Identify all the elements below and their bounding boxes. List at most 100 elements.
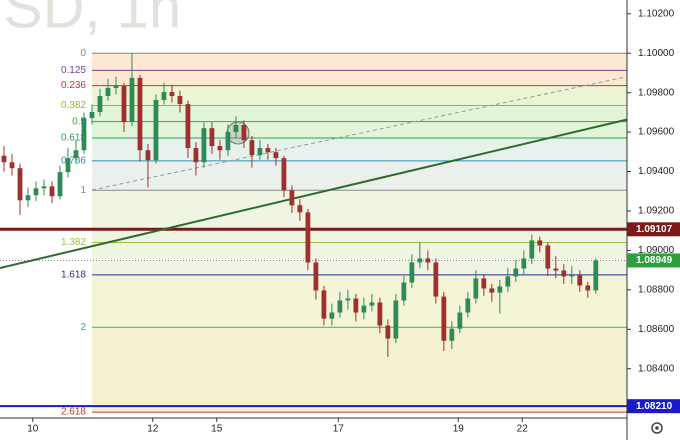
candle-body — [137, 77, 143, 151]
fib-label: 0.618 — [61, 133, 86, 144]
candle-body — [569, 275, 575, 277]
fib-label: 1.382 — [61, 237, 86, 248]
candle-body — [161, 92, 167, 100]
fib-label: 1.618 — [61, 269, 86, 280]
fib-label: 0.125 — [61, 65, 86, 76]
candle-body — [97, 96, 103, 112]
candle-body — [257, 148, 263, 156]
y-tick-label: 1.09000 — [638, 245, 675, 256]
y-tick-label: 1.09400 — [638, 166, 675, 177]
fib-zone — [92, 327, 627, 413]
gear-icon-center — [655, 426, 659, 430]
y-tick-label: 1.10200 — [638, 8, 675, 19]
gear-icon — [651, 422, 663, 434]
watermark: USD, 1h — [0, 0, 181, 40]
y-tick-label: 1.08600 — [638, 324, 675, 335]
candle-body — [265, 148, 271, 153]
candle-body — [585, 285, 591, 291]
candle-body — [105, 87, 111, 97]
candle-body — [329, 312, 335, 319]
fib-zone — [92, 121, 627, 139]
x-tick-label: 22 — [517, 424, 529, 435]
y-tick-label: 1.08800 — [638, 284, 675, 295]
candle-body — [441, 296, 447, 341]
candle-body — [505, 276, 511, 287]
candle-body — [481, 278, 487, 289]
candle-body — [489, 288, 495, 293]
candle-body — [297, 205, 303, 213]
candle-body — [145, 150, 151, 161]
candle-body — [273, 152, 279, 159]
fib-zone — [92, 105, 627, 122]
price-box — [627, 222, 680, 237]
trend-line — [0, 106, 680, 269]
fib-label: 0 — [80, 48, 86, 59]
candle-body — [497, 286, 503, 293]
fib-label: 2 — [80, 322, 86, 333]
candle-body — [593, 260, 599, 291]
candle-body — [289, 190, 295, 206]
candle-body — [393, 300, 399, 339]
candle-body — [41, 186, 47, 189]
candle-body — [241, 125, 247, 141]
candle-body — [57, 172, 63, 197]
candle-body — [561, 270, 567, 277]
candle-body — [529, 240, 535, 259]
price-box-label: 1.08210 — [636, 401, 673, 412]
candle-body — [217, 146, 223, 151]
candle-body — [129, 77, 135, 123]
candle-body — [361, 305, 367, 313]
fib-zone — [92, 242, 627, 275]
candle-body — [457, 312, 463, 329]
candle-body — [305, 212, 311, 263]
fib-label: 1 — [80, 185, 86, 196]
candle-body — [201, 128, 207, 163]
candle-body — [449, 328, 455, 341]
candle-body — [25, 195, 31, 201]
candle-body — [9, 162, 15, 169]
y-tick-label: 1.08400 — [638, 363, 675, 374]
candle-body — [417, 258, 423, 263]
settings-button[interactable] — [651, 422, 663, 434]
x-tick-label: 15 — [211, 424, 223, 435]
x-tick-label: 19 — [453, 424, 465, 435]
candle-body — [177, 96, 183, 105]
y-tick-label: 1.10000 — [638, 48, 675, 59]
candle-body — [537, 240, 543, 246]
candle-body — [321, 290, 327, 319]
fib-zone — [92, 160, 627, 191]
candle-body — [185, 104, 191, 149]
fib-label: 0.786 — [61, 156, 86, 167]
candle-body — [465, 298, 471, 313]
fib-label: 0.236 — [61, 80, 86, 91]
candle-body — [545, 245, 551, 269]
candle-body — [473, 278, 479, 299]
candle-body — [425, 258, 431, 263]
candle-body — [553, 268, 559, 271]
fib-zone — [92, 190, 627, 243]
candle-body — [337, 300, 343, 313]
candle-body — [345, 298, 351, 301]
candle-body — [281, 158, 287, 191]
fib-label: 0.5 — [72, 116, 86, 127]
fib-zone — [92, 70, 627, 86]
candle-body — [513, 268, 519, 277]
fib-zone — [92, 274, 627, 328]
candle-body — [353, 298, 359, 313]
price-box-label: 1.08949 — [636, 255, 673, 266]
time-axis — [0, 418, 627, 440]
candle-body — [401, 282, 407, 301]
candle-body — [577, 275, 583, 286]
candle-body — [49, 186, 55, 197]
candle-body — [233, 125, 239, 133]
candle-body — [89, 111, 95, 119]
y-tick-label: 1.09600 — [638, 127, 675, 138]
fib-label: 0.382 — [61, 100, 86, 111]
price-box — [627, 399, 680, 414]
candle-body — [33, 188, 39, 196]
fib-zone — [92, 85, 627, 106]
candle-body — [65, 158, 71, 173]
x-tick-label: 17 — [333, 424, 345, 435]
price-box-label: 1.09107 — [636, 224, 673, 235]
